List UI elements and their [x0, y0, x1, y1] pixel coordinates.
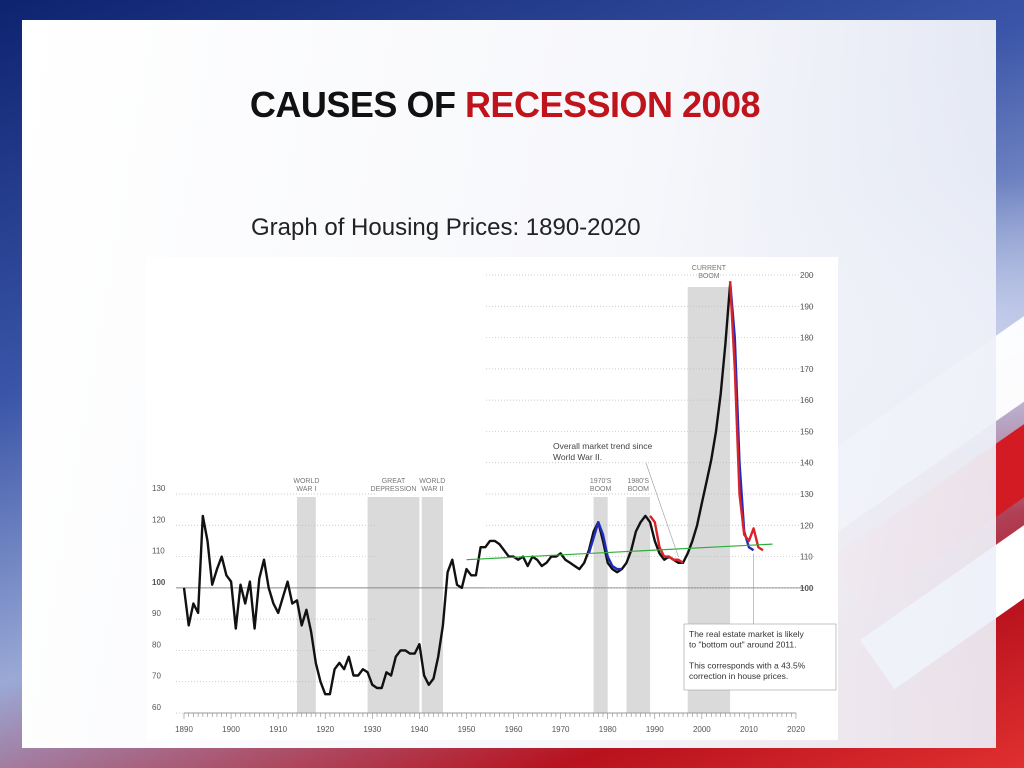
band-label: WAR I — [296, 486, 316, 493]
band-label: WAR II — [421, 486, 443, 493]
band-label: BOOM — [698, 273, 720, 280]
annotation-bottom-line: to "bottom out" around 2011. — [689, 640, 796, 650]
x-tick-label: 1980 — [599, 725, 617, 734]
annotation-box — [683, 623, 837, 691]
x-tick-label: 2000 — [693, 725, 711, 734]
band-label: WORLD — [419, 478, 445, 485]
band-label: DEPRESSION — [371, 486, 417, 493]
band-label: GREAT — [382, 478, 406, 485]
y-tick-label-right: 190 — [800, 302, 814, 311]
housing-price-chart: WORLD WAR I GREAT DEPRESSION WORLD WAR II 1970… — [146, 257, 838, 740]
x-tick-label: 1930 — [363, 725, 381, 734]
slide-subtitle: Graph of Housing Prices: 1890-2020 — [251, 214, 641, 241]
series-line — [728, 281, 755, 552]
series-line — [182, 284, 732, 696]
x-tick-label: 1890 — [175, 725, 193, 734]
series-line — [728, 281, 764, 552]
annotation-trend-pointer — [645, 462, 679, 557]
y-tick-label-left: 110 — [152, 547, 165, 556]
x-tick-label: 1920 — [316, 725, 334, 734]
y-tick-label-left: 120 — [152, 515, 166, 524]
y-tick-label-right: 110 — [800, 553, 813, 562]
band-label: CURRENT — [692, 265, 727, 272]
x-tick-label: 1990 — [646, 725, 664, 734]
y-tick-label-left: 100 — [152, 578, 166, 587]
y-tick-label-right: 140 — [800, 459, 814, 468]
band-label: BOOM — [590, 486, 612, 493]
y-tick-label-left: 90 — [152, 609, 161, 618]
band-label: 1970'S — [590, 478, 612, 485]
y-tick-label-right: 160 — [800, 396, 814, 405]
y-tick-label-right: 170 — [800, 365, 814, 374]
annotation-bottom-line: correction in house prices. — [689, 671, 788, 681]
x-tick-label: 1950 — [458, 725, 476, 734]
y-tick-label-right: 100 — [800, 584, 814, 593]
y-tick-label-left: 80 — [152, 640, 161, 649]
annotation-trend-line1: Overall market trend since — [553, 441, 652, 451]
series-line — [649, 515, 684, 564]
band-label: BOOM — [628, 486, 650, 493]
annotation-bottom-line: This corresponds with a 43.5% — [689, 661, 806, 671]
title-part-1: CAUSES OF — [249, 84, 465, 125]
slide-title: CAUSES OF RECESSION 2008 — [0, 84, 1010, 126]
y-tick-label-right: 150 — [800, 427, 814, 436]
x-tick-label: 1910 — [269, 725, 287, 734]
series-line — [587, 521, 622, 571]
x-tick-label: 2010 — [740, 725, 758, 734]
y-tick-label-right: 180 — [800, 334, 814, 343]
y-tick-label-left: 60 — [152, 703, 161, 712]
y-tick-label-right: 130 — [800, 490, 814, 499]
series-line — [466, 543, 773, 561]
x-tick-label: 1960 — [505, 725, 523, 734]
annotation-bottom-line: The real estate market is likely — [689, 629, 805, 639]
y-tick-label-left: 130 — [152, 484, 166, 493]
y-tick-label-right: 200 — [800, 271, 814, 280]
x-tick-label: 1900 — [222, 725, 240, 734]
x-tick-label: 1970 — [552, 725, 570, 734]
y-tick-label-left: 70 — [152, 672, 161, 681]
band-label: 1980'S — [628, 478, 650, 485]
y-tick-label-right: 120 — [800, 521, 814, 530]
title-part-2: RECESSION 2008 — [464, 84, 761, 125]
x-tick-label: 1940 — [410, 725, 428, 734]
period-band — [367, 497, 420, 713]
band-label: WORLD — [293, 478, 319, 485]
period-band — [296, 497, 316, 713]
annotation-trend-line2: World War II. — [553, 452, 602, 462]
x-tick-label: 2020 — [787, 725, 805, 734]
